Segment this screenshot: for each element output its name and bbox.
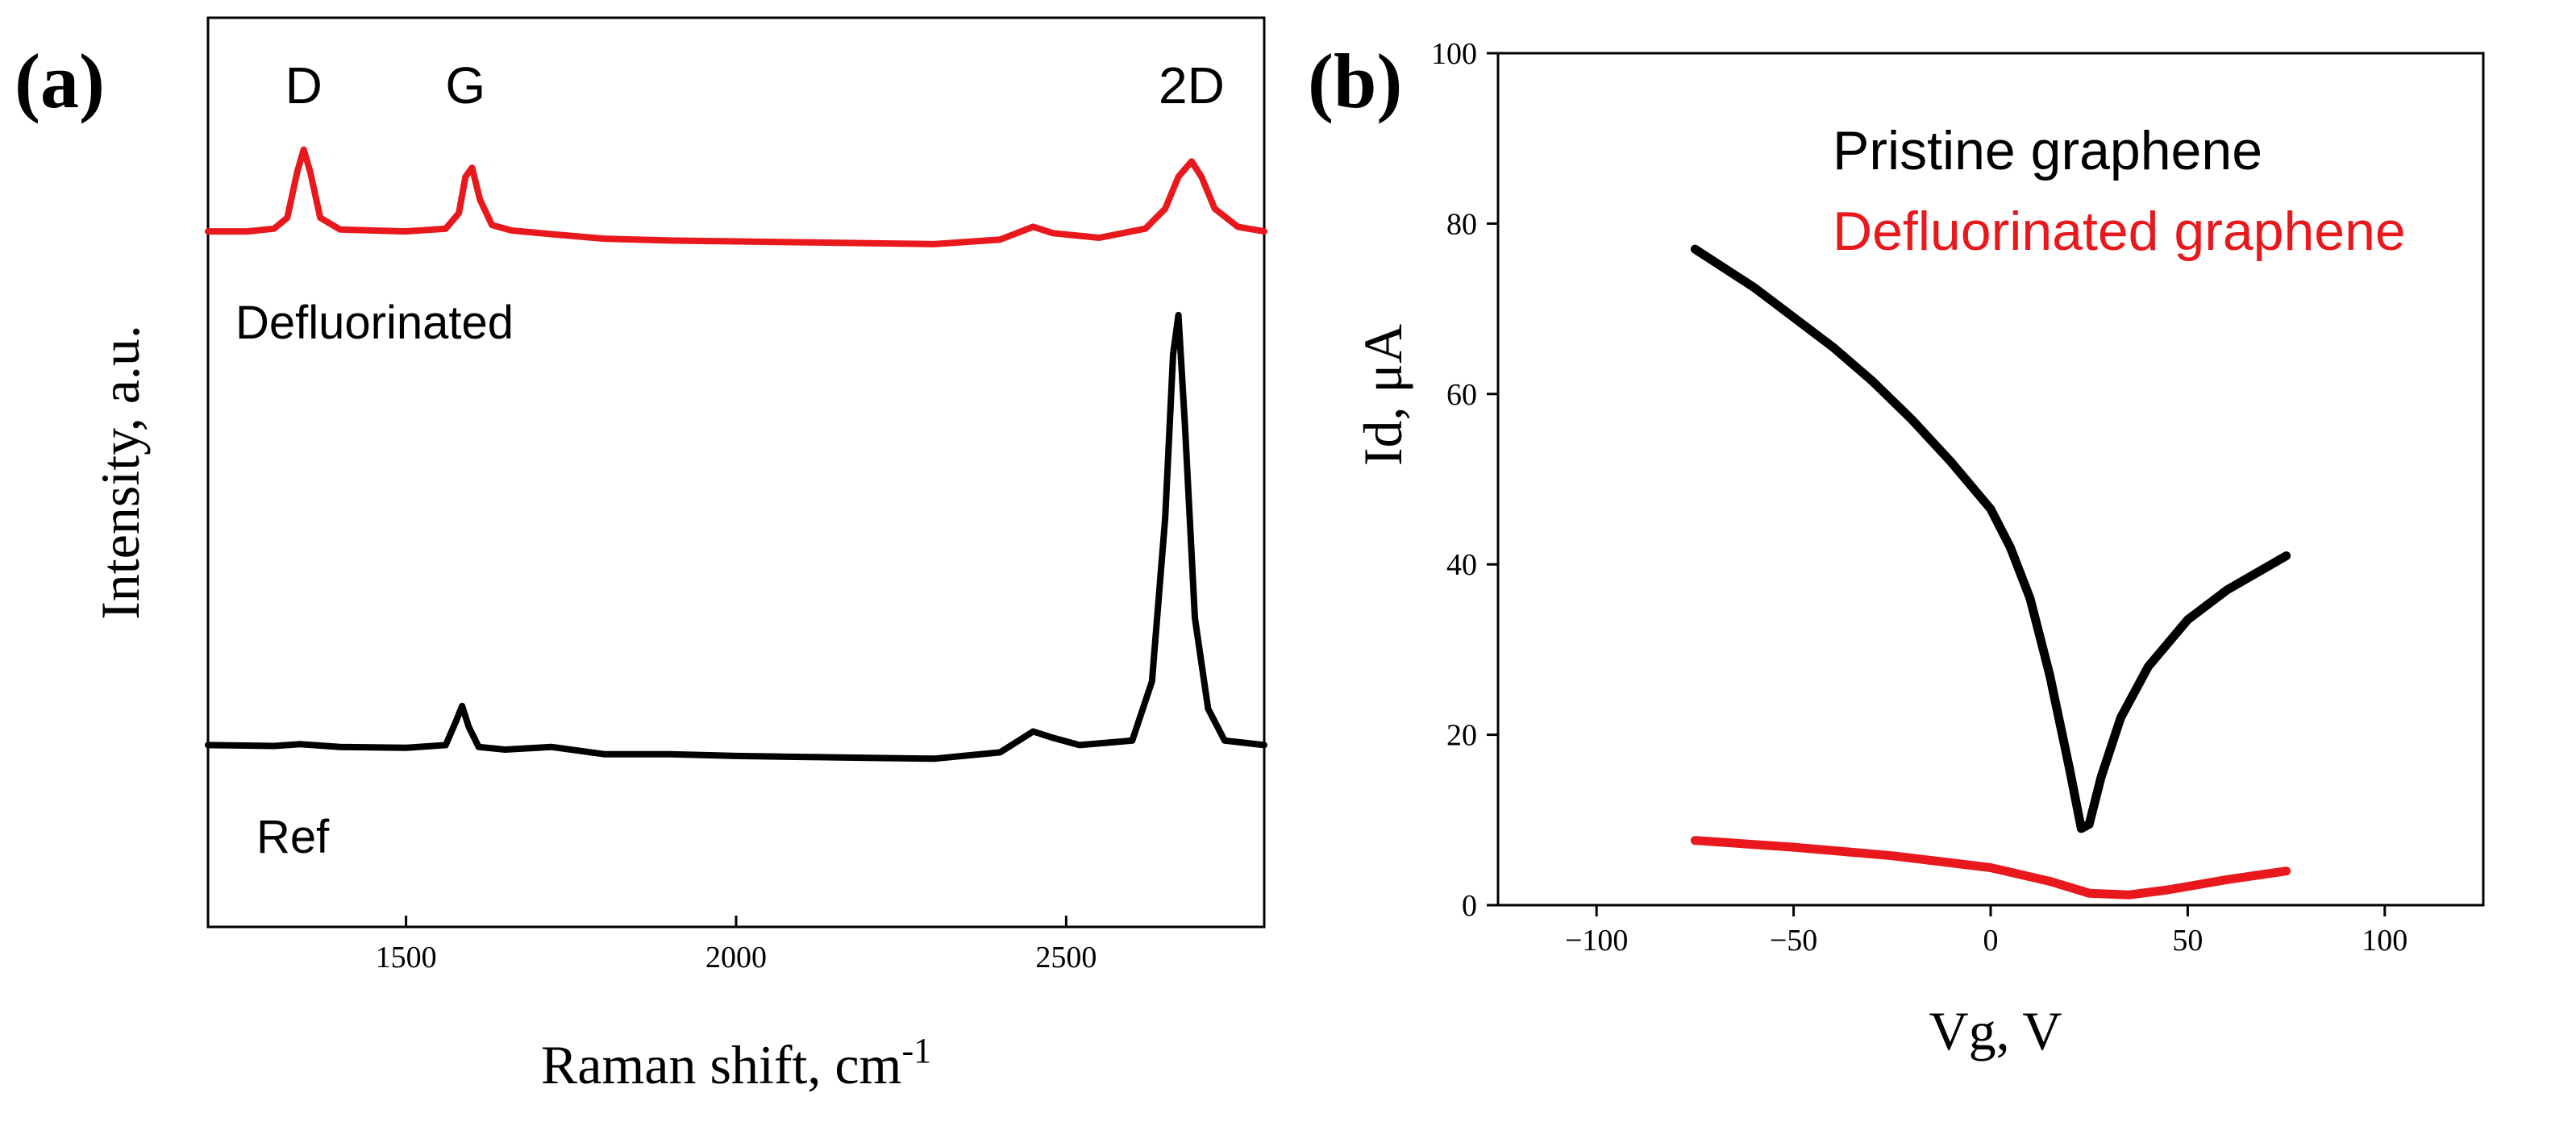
panel-b-letter: (b) bbox=[1308, 38, 1402, 124]
panel-a-peak-labels: D G 2D bbox=[285, 56, 1225, 114]
panel-b-x-tick-label-100: 100 bbox=[2362, 924, 2407, 958]
panel-b-x-ticks: −100 −50 0 50 100 bbox=[1565, 905, 2407, 958]
panel-b-y-ticks: 0 20 40 60 80 100 bbox=[1431, 37, 1498, 923]
peak-label-d: D bbox=[285, 56, 323, 114]
panel-b-series-pristine-graphene bbox=[1690, 244, 2291, 833]
panel-b-transfer-chart: (b) −100 −50 0 50 100 0 20 40 60 80 100 Pristine … bbox=[1308, 37, 2485, 1062]
defluorinated-series-label: Defluorinated bbox=[235, 297, 514, 349]
legend-pristine-graphene: Pristine graphene bbox=[1833, 120, 2262, 181]
panel-a-letter: (a) bbox=[15, 38, 105, 124]
ref-series-label: Ref bbox=[256, 811, 330, 863]
panel-a-x-axis-title-superscript: -1 bbox=[901, 1031, 931, 1070]
panel-a-x-ticks: 1500 2000 2500 bbox=[376, 916, 1097, 974]
panel-b-y-tick-label-100: 100 bbox=[1431, 37, 1477, 71]
panel-b-y-tick-label-40: 40 bbox=[1446, 548, 1477, 582]
panel-a-series-defluorinated bbox=[205, 146, 1267, 247]
panel-b-x-axis-title: Vg, V bbox=[1929, 1000, 2062, 1062]
panel-b-series-defluorinated-graphene bbox=[1690, 836, 2291, 900]
panel-a-x-axis-title: Raman shift, cm-1 bbox=[541, 1031, 931, 1095]
panel-b-y-tick-label-60: 60 bbox=[1446, 378, 1477, 412]
panel-a-x-axis-title-main: Raman shift, cm bbox=[541, 1034, 902, 1095]
panel-b-x-tick-label--100: −100 bbox=[1565, 924, 1628, 958]
peak-label-2d: 2D bbox=[1159, 56, 1225, 114]
panel-a-raman-chart: (a) 1500 2000 2500 D G 2D Defluorinated Ref … bbox=[15, 16, 1267, 1095]
panel-b-y-tick-label-0: 0 bbox=[1462, 889, 1477, 923]
panel-a-x-tick-label-2000: 2000 bbox=[705, 941, 767, 974]
panel-b-x-tick-label--50: −50 bbox=[1770, 924, 1817, 958]
panel-a-series bbox=[205, 146, 1267, 762]
peak-label-g: G bbox=[445, 56, 485, 114]
panel-a-x-tick-label-1500: 1500 bbox=[376, 941, 437, 974]
panel-a-y-axis-title: Intensity, a.u. bbox=[89, 325, 151, 620]
panel-b-x-tick-label-0: 0 bbox=[1983, 924, 1999, 958]
panel-b-y-tick-label-80: 80 bbox=[1446, 207, 1477, 241]
panel-a-series-ref bbox=[205, 311, 1267, 762]
panel-b-x-tick-label-50: 50 bbox=[2172, 924, 2203, 958]
panel-b-series bbox=[1690, 244, 2291, 900]
panel-b-y-tick-label-20: 20 bbox=[1446, 719, 1477, 753]
legend-defluorinated-graphene: Defluorinated graphene bbox=[1833, 201, 2406, 262]
panel-a-x-tick-label-2500: 2500 bbox=[1035, 941, 1097, 974]
panel-b-y-axis-title: Id, μA bbox=[1352, 324, 1413, 466]
